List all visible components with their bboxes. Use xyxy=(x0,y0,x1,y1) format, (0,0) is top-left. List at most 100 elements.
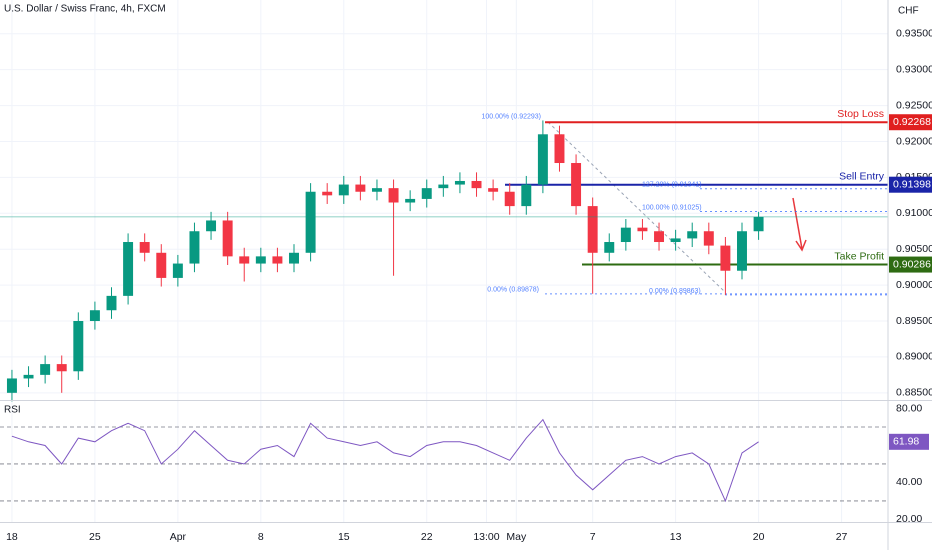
symbol-title: U.S. Dollar / Swiss Franc, 4h, FXCM xyxy=(4,4,166,15)
candle-body xyxy=(289,252,299,264)
candle-body xyxy=(753,216,764,232)
candle xyxy=(521,175,532,215)
x-tick-label: 13:00 xyxy=(473,531,499,543)
candle-body xyxy=(438,184,449,189)
candle xyxy=(23,366,34,388)
x-tick-label: 8 xyxy=(258,531,264,543)
rsi-tick-label: 80.00 xyxy=(896,402,922,414)
candle-body xyxy=(620,227,631,243)
candle xyxy=(40,355,51,384)
x-tick-label: 7 xyxy=(590,531,596,543)
level-value: 0.92268 xyxy=(893,116,931,128)
rsi-tick-label: 20.00 xyxy=(896,513,922,525)
candle xyxy=(206,211,217,240)
candle-body xyxy=(23,374,34,379)
fib-label: 100.00% (0.92293) xyxy=(481,113,541,120)
x-tick-label: 20 xyxy=(753,531,765,543)
candle-body xyxy=(604,242,615,253)
y-tick-label: 0.91000 xyxy=(896,207,932,219)
candle xyxy=(56,355,67,393)
candle xyxy=(720,236,731,295)
fib-label: 0.00% (0.89863) xyxy=(649,288,701,295)
drawings: Stop Loss Sell Entry Take Profit 100.00% (0… xyxy=(481,108,888,296)
candle xyxy=(106,287,117,319)
candle-body xyxy=(89,310,100,322)
candle xyxy=(703,222,714,255)
candle-body xyxy=(488,188,499,192)
candle-body xyxy=(654,231,665,243)
marks xyxy=(0,120,888,503)
candle-body xyxy=(272,256,283,264)
level-badge xyxy=(889,114,932,131)
candle xyxy=(454,172,465,194)
candle xyxy=(504,183,515,215)
candle-body xyxy=(421,188,432,199)
y-tick-label: 0.88500 xyxy=(896,387,932,399)
candle xyxy=(388,179,399,276)
candle xyxy=(239,247,250,282)
candle xyxy=(438,175,449,197)
level-label: Take Profit xyxy=(834,250,884,262)
candle-body xyxy=(206,220,217,232)
candle xyxy=(670,229,681,251)
level-badge xyxy=(889,176,932,193)
candle xyxy=(554,125,565,172)
candle xyxy=(139,233,150,262)
candle xyxy=(222,211,233,265)
x-tick-label: Apr xyxy=(170,531,187,543)
axes: 0.935000.930000.925000.920000.915000.910… xyxy=(6,28,932,543)
candle xyxy=(405,190,416,212)
x-tick-label: 27 xyxy=(836,531,848,543)
candle-body xyxy=(720,245,731,271)
candle xyxy=(6,369,17,402)
y-tick-label: 0.90500 xyxy=(896,243,932,255)
candle-body xyxy=(189,231,200,264)
candle-body xyxy=(6,378,17,393)
candle-body xyxy=(305,191,316,253)
candle xyxy=(73,312,84,380)
rsi-tick-label: 40.00 xyxy=(896,476,922,488)
y-tick-label: 0.90000 xyxy=(896,279,932,291)
y-tick-label: 0.93500 xyxy=(896,28,932,40)
candle xyxy=(156,244,167,287)
candle xyxy=(421,179,432,208)
candle-body xyxy=(222,220,233,257)
level-badge xyxy=(889,256,932,273)
candle xyxy=(289,244,299,273)
candle xyxy=(737,222,747,280)
candle-body xyxy=(123,242,134,296)
x-tick-label: 18 xyxy=(6,531,18,543)
candle xyxy=(654,222,665,251)
candle xyxy=(488,179,499,201)
candle xyxy=(338,175,349,204)
candle-body xyxy=(106,295,117,311)
rsi-title: RSI xyxy=(4,405,21,416)
candle-body xyxy=(322,191,333,196)
candle xyxy=(604,233,615,262)
level-label: Stop Loss xyxy=(837,108,884,120)
candle xyxy=(322,183,333,204)
x-tick-label: 25 xyxy=(89,531,101,543)
sell-arrow xyxy=(792,197,803,250)
candle xyxy=(571,154,582,215)
candle-body xyxy=(40,364,51,375)
candle xyxy=(537,120,548,194)
candle xyxy=(371,179,382,201)
candle-body xyxy=(172,263,183,278)
y-tick-label: 0.92500 xyxy=(896,99,932,111)
fib-label: 0.00% (0.89878) xyxy=(487,287,539,294)
candle-body xyxy=(388,188,399,203)
fib-label: 127.20% (0.91341) xyxy=(642,182,702,189)
candle-body xyxy=(405,198,416,203)
candle-body xyxy=(687,231,698,239)
y-tick-label: 0.89000 xyxy=(896,351,932,363)
candle xyxy=(272,247,283,273)
candle xyxy=(620,219,631,251)
candle-body xyxy=(521,184,532,207)
candle-body xyxy=(504,191,515,207)
candle-body xyxy=(537,134,548,185)
candle xyxy=(471,172,482,197)
y-tick-label: 0.89500 xyxy=(896,315,932,327)
